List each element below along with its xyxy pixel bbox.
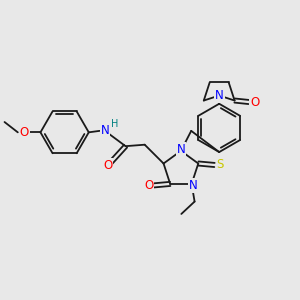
Text: N: N bbox=[176, 143, 185, 156]
Text: S: S bbox=[217, 158, 224, 172]
Text: N: N bbox=[189, 179, 197, 192]
Text: O: O bbox=[103, 159, 112, 172]
Text: N: N bbox=[215, 89, 224, 102]
Text: N: N bbox=[100, 124, 109, 137]
Text: O: O bbox=[20, 126, 29, 139]
Text: O: O bbox=[144, 179, 153, 192]
Text: H: H bbox=[111, 119, 118, 129]
Text: O: O bbox=[250, 95, 259, 109]
